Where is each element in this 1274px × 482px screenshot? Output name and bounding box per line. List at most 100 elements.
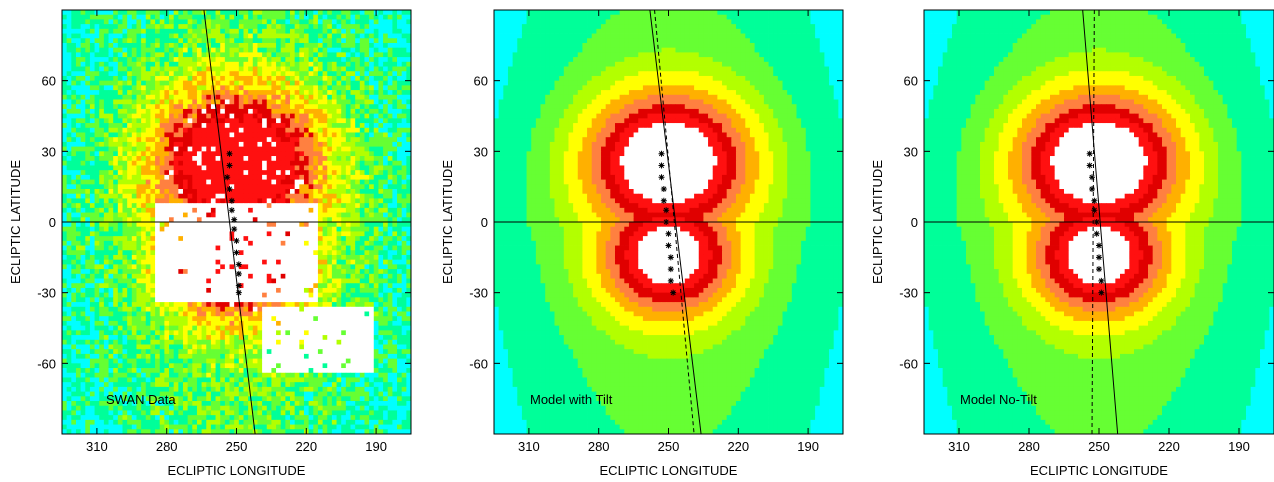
heatmap-cell [364,212,370,218]
heatmap-cell [276,320,282,327]
heatmap-cell [173,137,179,143]
heatmap-cell [164,146,170,152]
heatmap-cell [364,52,370,58]
heatmap-cell [373,179,379,185]
heatmap-cell [117,52,123,58]
heatmap-cell [243,108,249,115]
heatmap-cell [196,47,202,53]
heatmap-cell [159,66,165,72]
heatmap-cell [369,250,375,256]
heatmap-cell [243,123,249,129]
heatmap-cell [350,146,356,152]
heatmap-cell [215,146,221,152]
heatmap-cell [155,113,161,119]
heatmap-cell [201,132,207,138]
heatmap-cell [234,57,240,63]
heatmap-cell [290,108,296,115]
heatmap-cell [317,231,323,237]
heatmap-cell [182,259,189,265]
heatmap-cell [131,297,137,303]
heatmap-cell [71,160,77,166]
heatmap-cell [122,193,128,199]
heatmap-cell [364,259,370,265]
heatmap-cell [355,259,361,265]
heatmap-cell [196,212,202,218]
heatmap-cell [243,287,249,294]
heatmap-cell [66,118,72,124]
heatmap-cell [108,38,114,44]
heatmap-cell [206,99,212,105]
heatmap-cell [206,259,212,265]
heatmap-cell [308,160,314,166]
heatmap-cell [206,38,212,44]
heatmap-cell [266,306,272,312]
heatmap-cell [234,94,240,100]
heatmap-cell [355,14,361,20]
heatmap-cell [392,127,398,133]
heatmap-cell [252,38,258,44]
heatmap-cell [350,123,356,129]
heatmap-cell [131,94,137,100]
heatmap-cell [117,292,123,298]
heatmap-cell [378,71,384,77]
heatmap-cell [299,71,305,77]
heatmap-cell [322,287,328,294]
heatmap-cell [387,264,393,270]
heatmap-cell [80,198,86,204]
heatmap-cell [62,316,68,322]
heatmap-cell [155,24,161,30]
heatmap-cell [75,156,82,162]
heatmap-cell [243,222,249,228]
heatmap-cell [80,66,86,72]
heatmap-cell [89,104,95,110]
heatmap-cell [145,24,151,30]
heatmap-cell [378,283,384,289]
heatmap-cell [94,108,100,115]
heatmap-cell [345,47,351,53]
heatmap-cell [164,236,170,242]
heatmap-cell [62,311,68,317]
heatmap-cell [80,311,86,317]
heatmap-cell [383,245,389,251]
heatmap-cell [373,132,379,138]
heatmap-cell [276,203,282,209]
heatmap-cell [294,297,300,303]
heatmap-cell [336,141,342,148]
heatmap-cell [252,207,258,213]
heatmap-cell [71,90,77,96]
heatmap-cell [257,85,263,91]
heatmap-cell [229,156,235,162]
heatmap-cell [257,165,263,171]
heatmap-cell [331,156,337,162]
heatmap-cell [406,207,412,213]
heatmap-cell [136,287,142,294]
heatmap-cell [155,198,161,204]
heatmap-cell [299,90,305,96]
heatmap-cell [94,203,100,209]
heatmap-cell [322,71,328,77]
heatmap-cell [392,132,398,138]
heatmap-cell [387,146,393,152]
heatmap-cell [322,38,328,44]
heatmap-cell [383,193,389,199]
heatmap-cell [350,104,356,110]
heatmap-cell [80,52,86,58]
heatmap-cell [406,52,412,58]
heatmap-cell [322,151,328,157]
heatmap-cell [150,222,156,228]
heatmap-cell [103,137,109,143]
heatmap-cell [350,57,356,63]
heatmap-cell [373,160,379,166]
heatmap-cell [150,170,156,176]
heatmap-cell [303,302,310,308]
heatmap-cell [290,203,296,209]
heatmap-cell [99,302,105,308]
heatmap-cell [401,222,407,228]
heatmap-cell [299,297,305,303]
heatmap-cell [224,264,230,270]
heatmap-cell [113,174,119,180]
heatmap-cell [220,123,226,129]
heatmap-cell [369,66,375,72]
heatmap-cell [206,118,212,124]
heatmap-cell [406,38,412,44]
